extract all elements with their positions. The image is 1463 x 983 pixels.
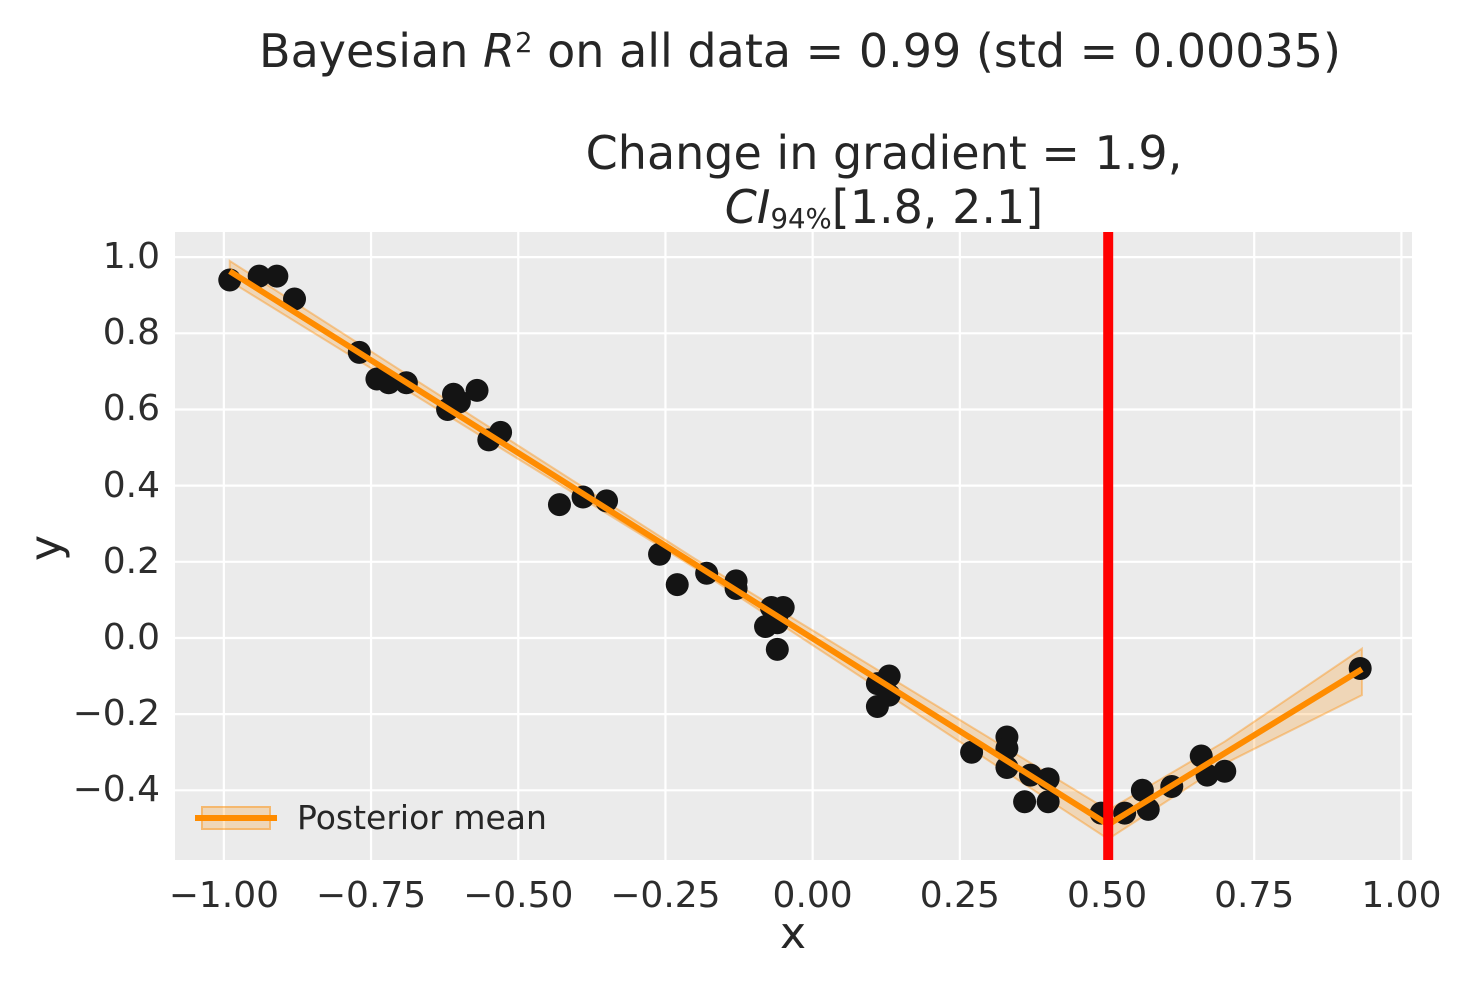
scatter-point [1130,778,1154,802]
scatter-point [283,287,307,311]
y-tick-label: 0.0 [102,616,160,658]
scatter-point [1013,790,1037,814]
ci-interval: [1.8, 2.1] [831,180,1044,234]
scatter-point [465,378,489,402]
scatter-point [447,390,471,414]
ci-subscript: 94% [770,201,832,235]
x-tick-label: 0.25 [919,875,1000,916]
x-tick-label: 0.00 [772,875,853,916]
title-text: Bayesian [259,24,483,78]
subtitle-line2: CI94%[1.8, 2.1] [586,180,1183,246]
y-tick-label: 0.4 [102,464,160,506]
y-tick-label: −0.2 [72,693,160,735]
x-tick-label: −0.25 [610,875,721,916]
legend-band-sample [195,805,277,830]
scatter-point [765,637,789,661]
x-tick-label: 0.75 [1214,875,1295,916]
x-tick-label: 1.00 [1361,875,1442,916]
y-tick-label: 1.0 [102,236,160,278]
scatter-point [960,740,984,764]
x-tick-label: −0.50 [463,875,574,916]
legend: Posterior mean [195,798,547,837]
subtitle-line1: Change in gradient = 1.9, [585,126,1183,180]
x-tick-label: −1.00 [168,875,280,916]
scatter-point [1213,759,1237,783]
y-tick-label: −0.4 [72,769,160,811]
scatter-point [665,573,689,597]
title-text-2: on all data = 0.99 (std = 0.00035) [532,24,1341,78]
legend-line-sample [195,814,277,821]
plot-area: Posterior mean [175,232,1412,860]
y-tick-label: 0.8 [102,312,160,354]
y-tick-label: 0.2 [102,540,160,582]
scatter-point [1036,790,1060,814]
x-axis-label: x [779,908,807,959]
ci-symbol: CI [724,180,771,234]
plot-subtitle: Change in gradient = 1.9, CI94%[1.8, 2.1… [586,126,1183,246]
y-axis-label: y [20,534,72,562]
x-tick-label: 0.50 [1066,875,1148,916]
y-tick-label: 0.6 [102,388,160,430]
legend-label: Posterior mean [297,798,547,837]
scatter-point [865,695,889,719]
x-tick-label: −0.75 [315,875,427,916]
title-r-exponent: 2 [514,25,533,59]
scatter-point [265,264,289,288]
scatter-point [247,264,271,288]
plot-canvas [175,232,1412,860]
credible-interval-band [228,259,1363,841]
plot-title: Bayesian R2 on all data = 0.99 (std = 0.… [259,24,1341,78]
scatter-point [547,493,571,517]
title-r-symbol: R [482,24,515,78]
posterior-mean-line [228,268,1364,829]
